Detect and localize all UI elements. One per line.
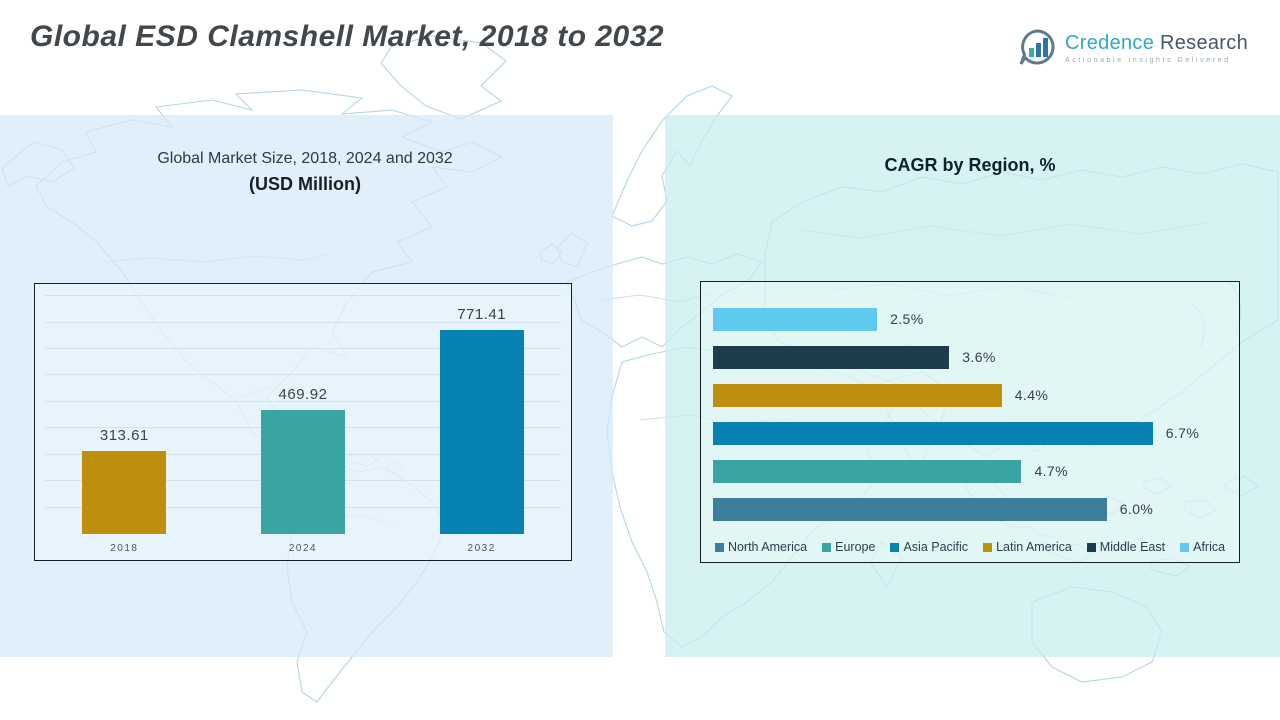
cagr-row-middle-east: 3.6% [713,338,1229,376]
gridline [45,295,561,297]
market-size-chart: 313.61 2018 469.92 2024 771.41 2032 [34,283,572,561]
cagr-chart-title: CAGR by Region, % [884,155,1056,175]
bar-group-2018: 313.61 2018 [82,427,167,554]
cagr-value-label: 4.4% [1014,387,1049,403]
cagr-value-label: 4.7% [1034,463,1068,479]
cagr-bar-europe [713,459,1022,483]
cagr-bar-asia-pacific [713,421,1153,445]
cagr-legend: North America Europe Asia Pacific Latin Ame… [701,540,1239,554]
cagr-bar-north-america [713,497,1107,521]
brand-name-primary: Credence [1065,32,1160,54]
cagr-bar-latin-america [713,383,1002,407]
bar-group-2032: 771.41 2032 [439,306,524,554]
legend-item-africa: Africa [1180,540,1225,554]
cagr-row-africa: 2.5% [713,300,1229,338]
brand-tagline: Actionable Insights Delivered [1065,57,1231,64]
cagr-bar-middle-east [713,345,950,369]
cagr-bar-africa [713,307,878,331]
legend-swatch-icon [983,542,993,552]
logo-text: Credence Research Actionable Insights De… [1065,32,1248,64]
bar-category-label: 2032 [467,543,496,554]
bar-value-label: 771.41 [457,306,507,324]
bar-value-label: 469.92 [278,385,328,403]
legend-label: Africa [1193,540,1226,554]
legend-label: Europe [835,540,876,554]
brand-name-secondary: Research [1160,32,1248,54]
cagr-value-label: 2.5% [890,311,924,327]
bar-2018 [82,451,167,534]
legend-swatch-icon [890,542,900,552]
legend-swatch-icon [1086,542,1096,552]
brand-name: Credence Research [1065,32,1248,55]
legend-swatch-icon [714,542,724,552]
legend-item-north-america: North America [714,540,808,554]
legend-label: Latin America [996,540,1072,554]
cagr-row-asia-pacific: 6.7% [713,414,1229,452]
bar-2032 [439,330,524,534]
logo-chart-bubble-icon [1019,29,1055,65]
cagr-bars: 2.5% 3.6% 4.4% 6.7% 4.7% 6.0% [713,300,1229,528]
gridline [45,348,561,350]
cagr-row-europe: 4.7% [713,452,1229,490]
bar-group-2024: 469.92 2024 [260,385,345,554]
legend-item-europe: Europe [822,540,875,554]
bar-value-label: 313.61 [99,427,149,445]
legend-item-middle-east: Middle East [1086,540,1166,554]
legend-swatch-icon [1180,542,1190,552]
cagr-row-north-america: 6.0% [713,490,1229,528]
cagr-value-label: 6.7% [1165,425,1200,441]
legend-label: Asia Pacific [903,540,969,554]
market-size-title-line2: (USD Million) [249,174,361,194]
bar-category-label: 2024 [288,543,318,554]
brand-logo: Credence Research Actionable Insights De… [1017,28,1248,68]
cagr-value-label: 3.6% [962,349,996,365]
bar-category-label: 2018 [110,543,139,554]
market-size-chart-title: Global Market Size, 2018, 2024 and 2032 … [60,150,550,195]
cagr-row-latin-america: 4.4% [713,376,1229,414]
market-size-title-line1: Global Market Size, 2018, 2024 and 2032 [157,150,453,167]
gridline [45,321,561,323]
legend-label: Middle East [1099,540,1166,554]
market-size-bars: 313.61 2018 469.92 2024 771.41 2032 [35,288,571,554]
legend-item-asia-pacific: Asia Pacific [890,540,968,554]
bar-2024 [260,409,345,534]
cagr-value-label: 6.0% [1119,501,1154,517]
legend-item-latin-america: Latin America [983,540,1072,554]
cagr-chart: 2.5% 3.6% 4.4% 6.7% 4.7% 6.0% North America Eu… [700,281,1240,563]
gridline [45,400,561,402]
legend-swatch-icon [822,542,832,552]
gridline [45,374,561,376]
page-title: Global ESD Clamshell Market, 2018 to 203… [30,20,665,53]
legend-label: North America [727,540,808,554]
